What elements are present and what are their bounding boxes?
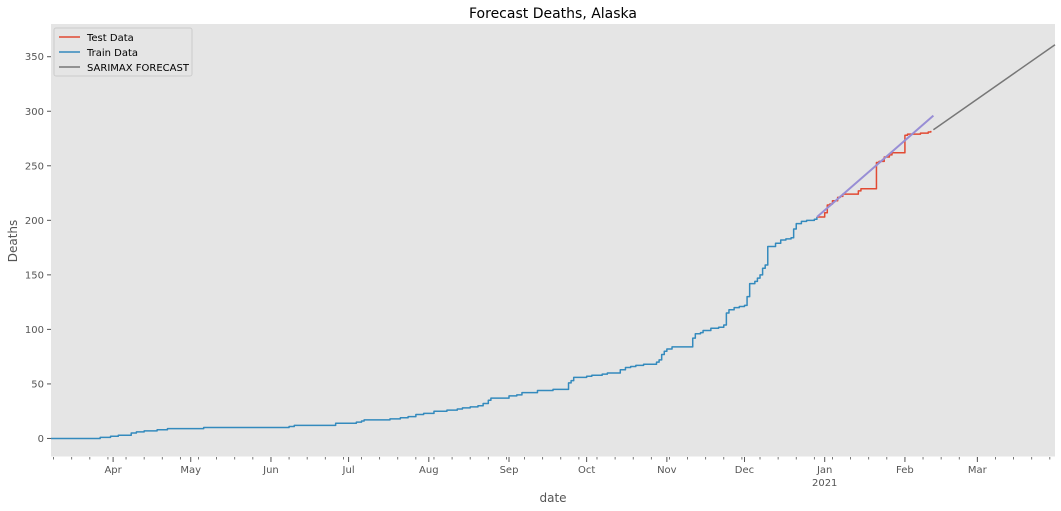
y-axis-title: Deaths: [6, 220, 20, 263]
y-tick-label: 250: [25, 161, 44, 172]
y-axis-ticks: 0 50 100 150 200 250 300 350: [25, 52, 51, 445]
fit-line: [816, 114, 935, 218]
y-tick-label: 200: [25, 216, 44, 227]
x-tick-label: Apr: [104, 465, 122, 476]
plot-background: [51, 24, 1055, 457]
x-tick-label: Jan: [816, 465, 832, 476]
x-tick-label: May: [180, 465, 201, 476]
x-tick-label: Aug: [419, 465, 439, 476]
y-tick-label: 300: [25, 107, 44, 118]
x-tick-label: Nov: [657, 465, 677, 476]
series-line-sarimax-forecast: [932, 44, 1056, 131]
y-tick-label: 50: [31, 379, 44, 390]
legend: Test Data Train Data SARIMAX FORECAST: [53, 27, 193, 77]
x-axis-title: date: [539, 491, 566, 505]
y-tick-label: 0: [38, 434, 44, 445]
y-tick-label: 100: [25, 325, 44, 336]
y-tick-label: 350: [25, 52, 44, 63]
legend-box: [53, 27, 193, 77]
x-tick-label: Jul: [342, 465, 355, 476]
x-tick-label: Sep: [500, 465, 519, 476]
x-tick-label: Jun: [262, 465, 279, 476]
legend-label-sarimax-forecast: SARIMAX FORECAST: [87, 63, 190, 74]
x-tick-year-label: 2021: [812, 478, 837, 489]
series-layer: [51, 44, 1056, 440]
series-line-train-data: [51, 217, 818, 440]
legend-label-test-data: Test Data: [86, 33, 134, 44]
x-tick-label: Mar: [968, 465, 988, 476]
x-tick-label: Dec: [735, 465, 754, 476]
legend-label-train-data: Train Data: [86, 48, 138, 59]
x-tick-label: Feb: [896, 465, 914, 476]
x-axis-ticks: Apr May Jun Jul Aug Sep Oct Nov Dec Jan 2021 Feb Mar: [53, 457, 1051, 489]
chart-title: Forecast Deaths, Alaska: [469, 6, 637, 22]
y-tick-label: 150: [25, 270, 44, 281]
x-tick-label: Oct: [578, 465, 595, 476]
